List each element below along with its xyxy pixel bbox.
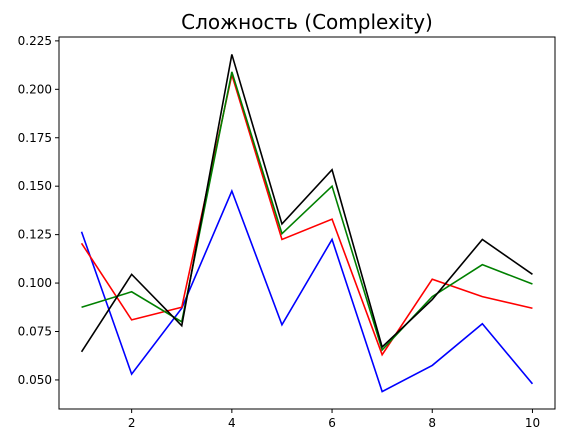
y-tick-label: 0.225 [18, 34, 52, 48]
series-line-4 [80, 54, 533, 353]
series-line-1 [80, 188, 534, 393]
y-tick-label: 0.150 [18, 179, 52, 193]
x-tick-label: 10 [525, 416, 540, 430]
y-tick-label: 0.050 [18, 373, 52, 387]
plot-frame [58, 36, 556, 410]
y-tick-label: 0.100 [18, 276, 52, 290]
y-tick-label: 0.075 [18, 325, 52, 339]
chart-title: Сложность (Complexity) [181, 10, 433, 34]
x-tick-label: 6 [328, 416, 336, 430]
x-tick-label: 2 [128, 416, 136, 430]
x-tick-label: 8 [428, 416, 436, 430]
y-tick-label: 0.125 [18, 228, 52, 242]
series-layer [80, 54, 534, 393]
x-tick-label: 4 [228, 416, 236, 430]
series-line-2 [80, 71, 533, 357]
y-tick-label: 0.175 [18, 131, 52, 145]
series-line-3 [81, 71, 533, 352]
y-tick-label: 0.200 [18, 82, 52, 96]
axes-layer: 2 4 6 8 10 0.050 0.075 0.100 0.125 0.150 0.175 0.20… [18, 34, 556, 430]
